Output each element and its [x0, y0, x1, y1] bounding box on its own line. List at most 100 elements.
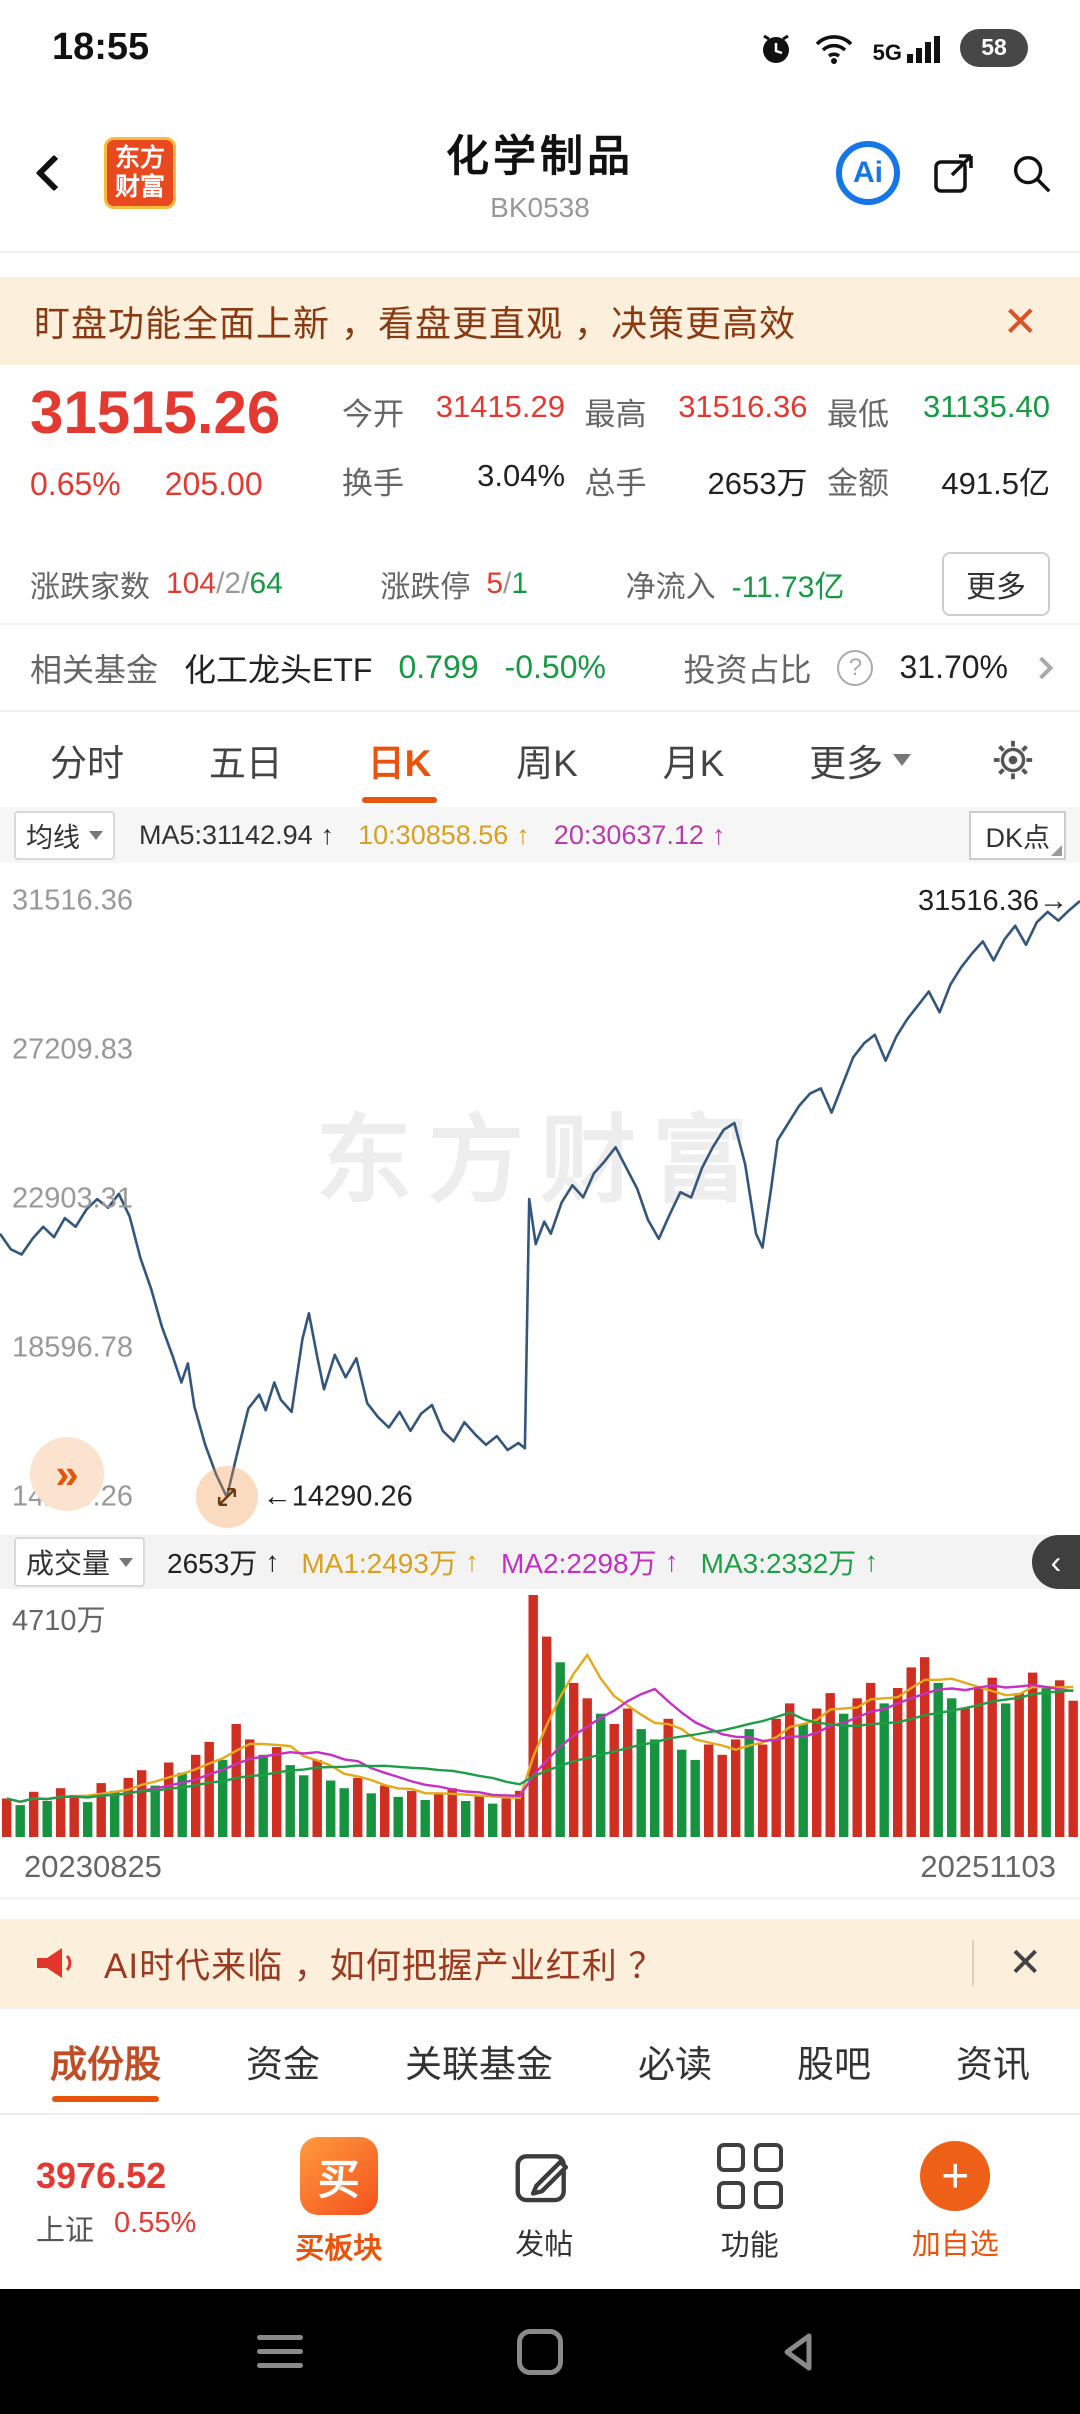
volume-bar	[339, 1788, 349, 1837]
volume-chart[interactable]: 4710万	[0, 1589, 1080, 1837]
tab-must-read[interactable]: 必读	[638, 2044, 712, 2085]
volume-bar	[852, 1698, 862, 1837]
fund-name: 化工龙头ETF	[184, 651, 373, 688]
back-chevron-icon	[35, 154, 73, 192]
back-nav-icon[interactable]	[777, 2329, 823, 2375]
volume-bar	[488, 1803, 498, 1837]
status-icons: 5G 58	[757, 28, 1028, 67]
tab-five-day[interactable]: 五日	[208, 742, 283, 784]
k-line-chart[interactable]: 31516.3627209.8322903.3118596.7814290.26…	[0, 863, 1080, 1535]
volume-bar	[110, 1790, 120, 1837]
volume-bar	[933, 1682, 943, 1837]
volume-bar	[258, 1754, 268, 1837]
tab-monthly-k[interactable]: 月K	[662, 742, 725, 784]
tab-daily-k[interactable]: 日K	[361, 717, 438, 803]
volume-bar	[204, 1741, 214, 1837]
related-fund-row[interactable]: 相关基金 化工龙头ETF 0.799 -0.50% 投资占比 ? 31.70%	[0, 623, 1080, 712]
index-quote-block[interactable]: 3976.52 上证 0.55%	[22, 2155, 236, 2249]
tab-forum[interactable]: 股吧	[797, 2044, 871, 2085]
back-button[interactable]	[26, 138, 82, 208]
search-icon[interactable]	[1008, 150, 1054, 196]
ma-selector-label: 均线	[26, 822, 80, 853]
help-icon[interactable]: ?	[837, 649, 874, 686]
volume-bar	[380, 1785, 390, 1837]
header-actions: Ai	[836, 141, 1054, 205]
expand-chart-button[interactable]: »	[30, 1437, 104, 1511]
collapse-panel-button[interactable]: ‹	[1032, 1535, 1080, 1589]
volume-bar	[866, 1682, 876, 1837]
tab-constituents[interactable]: 成份股	[46, 2016, 165, 2106]
tab-minute[interactable]: 分时	[50, 742, 124, 784]
volume-bar	[366, 1793, 376, 1837]
ai-assistant-button[interactable]: Ai	[836, 141, 900, 205]
more-button[interactable]: 更多	[941, 552, 1050, 616]
volume-selector[interactable]: 成交量	[14, 1537, 146, 1587]
volume-bar	[906, 1667, 916, 1837]
volume-bar	[879, 1703, 889, 1837]
volume-bar	[83, 1802, 93, 1837]
dk-point-button[interactable]: DK点	[969, 810, 1066, 860]
volume-bar	[636, 1729, 646, 1837]
volume-bar	[609, 1724, 619, 1837]
tab-funds-flow[interactable]: 资金	[246, 2044, 320, 2085]
volume-bar	[663, 1718, 673, 1837]
add-watchlist-button[interactable]: + 加自选	[853, 2141, 1059, 2263]
buy-label: 买板块	[295, 2233, 383, 2265]
volume-bar	[353, 1777, 363, 1837]
ad-banner[interactable]: AI时代来临 ，如何把握产业红利 ？ ✕	[0, 1919, 1080, 2007]
index-name: 上证	[36, 2215, 95, 2247]
volume-bar	[56, 1788, 66, 1837]
ad-close-button[interactable]: ✕	[1008, 1941, 1042, 1985]
notice-banner[interactable]: 盯盘功能全面上新 ，看盘更直观 ，决策更高效 ✕	[0, 277, 1080, 365]
stat-limit: 涨跌停 5/1	[380, 567, 529, 604]
tools-label: 功能	[720, 2230, 779, 2262]
tab-more[interactable]: 更多	[803, 717, 917, 803]
post-label: 发帖	[515, 2229, 574, 2261]
logo-line2: 财富	[114, 173, 165, 201]
tab-weekly-k[interactable]: 周K	[516, 742, 578, 784]
end-date: 20251103	[920, 1849, 1056, 1884]
volume-bar	[177, 1772, 187, 1837]
volume-bar	[812, 1708, 822, 1837]
volume-bar	[758, 1744, 768, 1837]
volume-bar	[974, 1688, 984, 1837]
volume-bar	[15, 1805, 25, 1837]
volume-bar	[839, 1713, 849, 1837]
tools-button[interactable]: 功能	[647, 2140, 853, 2264]
caret-down-icon	[893, 753, 912, 766]
volume-bar	[582, 1698, 592, 1837]
ma-indicator-bar: 均线 MA5:31142.94 ↑ 10:30858.56 ↑ 20:30637.1…	[0, 807, 1080, 863]
status-bar: 18:55 5G	[0, 0, 1080, 95]
volume-svg	[2, 1595, 1078, 1837]
volume-bar	[555, 1662, 565, 1837]
post-button[interactable]: 发帖	[442, 2141, 648, 2263]
volume-ma-line	[6, 1652, 1074, 1804]
volume-bar	[731, 1739, 741, 1837]
signal-icon: 5G	[873, 32, 942, 64]
volume-ma2: MA2:2298万 ↑	[500, 1546, 679, 1579]
volume-bar	[434, 1793, 444, 1837]
volume-bar	[744, 1729, 754, 1837]
volume-bar	[312, 1759, 322, 1837]
status-time: 18:55	[52, 26, 150, 68]
notice-close-button[interactable]: ✕	[1002, 297, 1038, 345]
share-icon[interactable]	[930, 149, 978, 197]
tab-related-funds[interactable]: 关联基金	[405, 2044, 553, 2085]
ai-label: Ai	[853, 156, 883, 189]
volume-bar	[825, 1693, 835, 1837]
notice-text: 盯盘功能全面上新 ，看盘更直观 ，决策更高效	[34, 303, 797, 344]
recents-icon[interactable]	[257, 2335, 303, 2368]
home-icon[interactable]	[517, 2328, 563, 2375]
volume-bar	[893, 1688, 903, 1837]
ma-selector[interactable]: 均线	[14, 810, 115, 860]
settings-gear-icon[interactable]	[990, 737, 1036, 783]
buy-board-button[interactable]: 买 买板块	[236, 2137, 442, 2267]
volume-bar	[1041, 1688, 1051, 1837]
volume-bar	[231, 1724, 241, 1837]
volume-bar	[137, 1770, 147, 1837]
tab-news[interactable]: 资讯	[956, 2044, 1030, 2085]
fund-label: 相关基金	[30, 651, 159, 688]
stat-high: 最高 31516.36	[584, 389, 808, 432]
spacer	[0, 1899, 1080, 1919]
quote-top: 31515.26 0.65% 205.00 今开 31415.29 最高 31516…	[30, 381, 1050, 545]
